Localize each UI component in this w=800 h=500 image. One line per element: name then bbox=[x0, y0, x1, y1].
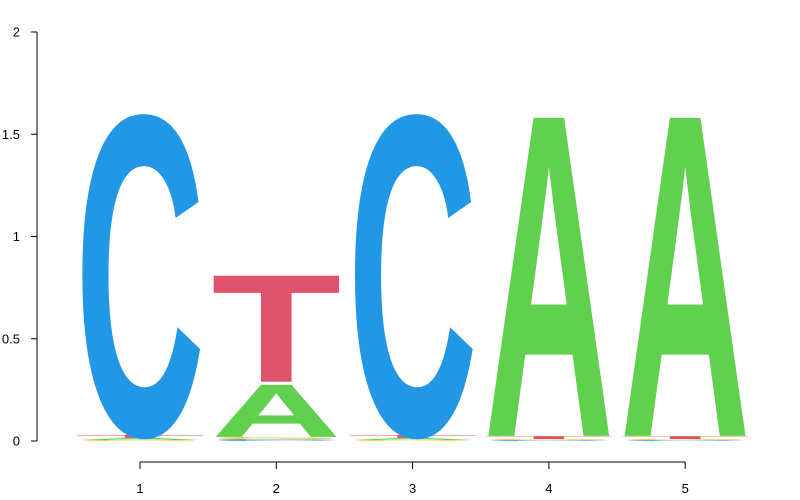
letter-C: C bbox=[620, 440, 750, 442]
letter-G: G bbox=[484, 439, 614, 441]
letter-T: T bbox=[484, 435, 614, 440]
x-tick-label: 4 bbox=[545, 481, 552, 496]
letter-A: A bbox=[484, 18, 614, 500]
letter-G: G bbox=[211, 436, 341, 439]
letter-T: T bbox=[620, 435, 750, 440]
letter-T: T bbox=[211, 243, 341, 415]
letter-A: A bbox=[620, 18, 750, 500]
letter-G: G bbox=[620, 439, 750, 441]
x-tick-label: 2 bbox=[273, 481, 280, 496]
letter-G: G bbox=[75, 440, 205, 442]
y-tick-label: 1 bbox=[13, 229, 20, 244]
y-tick-label: 0.5 bbox=[2, 331, 20, 346]
letter-A: A bbox=[348, 437, 478, 440]
letter-T: T bbox=[75, 434, 205, 439]
letter-G: G bbox=[348, 440, 478, 442]
x-tick-label: 3 bbox=[409, 481, 416, 496]
y-axis: 0 0.5 1 1.5 2 bbox=[2, 25, 38, 449]
letter-C: C bbox=[211, 438, 341, 441]
letter-A: A bbox=[75, 437, 205, 440]
letter-T: T bbox=[348, 434, 478, 439]
letter-A: A bbox=[211, 369, 341, 453]
x-axis: 1 2 3 4 5 bbox=[136, 461, 689, 496]
letter-C: C bbox=[75, 19, 205, 500]
x-tick-label: 5 bbox=[682, 481, 689, 496]
letter-C: C bbox=[484, 440, 614, 442]
x-tick-label: 1 bbox=[136, 481, 143, 496]
y-tick-label: 2 bbox=[13, 25, 20, 40]
letter-C: C bbox=[348, 19, 478, 500]
y-tick-label: 1.5 bbox=[2, 127, 20, 142]
y-tick-label: 0 bbox=[13, 434, 20, 449]
